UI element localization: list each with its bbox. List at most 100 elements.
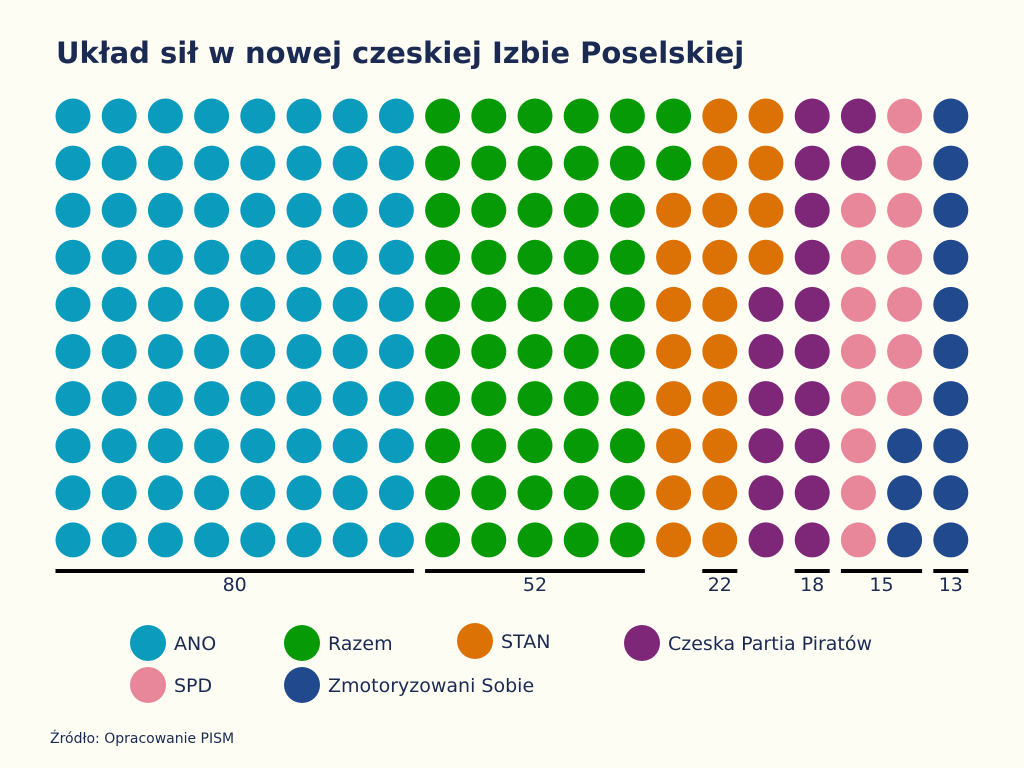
seat-dot-spd [840,475,876,511]
seat-dot-razem [425,145,461,181]
seat-dot-spd [887,145,923,181]
seat-dot-razem [471,334,507,369]
seat-dot-ano [101,192,137,228]
seat-dot-ano [286,475,322,511]
seat-dot-stan [702,475,738,511]
legend-label: Zmotoryzowani Sobie [328,675,535,697]
seat-dot-razem [609,428,645,464]
seat-dot-ano [286,522,322,558]
seat-dot-stan [702,334,738,369]
seat-dot-spd [840,428,876,464]
seat-dot-ano [194,286,230,322]
legend-swatch [284,625,320,661]
seat-dot-razem [425,475,461,511]
seat-dot-stan [656,286,692,322]
legend-label: Czeska Partia Piratów [668,633,873,655]
seat-dot-ano [378,428,414,464]
seat-dot-razem [471,145,507,181]
seat-dot-ano [332,522,368,558]
seat-dot-razem [609,475,645,511]
seat-dot-razem [517,475,553,511]
seat-dot-razem [609,145,645,181]
seat-dot-razem [609,98,645,134]
legend-label: ANO [174,633,217,655]
seat-dot-czeska-partia-piratów [794,192,830,228]
seat-dot-ano [194,381,230,417]
seat-count-label: 18 [800,574,824,596]
seat-dot-stan [656,334,692,369]
seat-dot-razem [471,381,507,417]
seat-dot-czeska-partia-piratów [794,239,830,275]
seat-count-label: 52 [523,574,547,596]
seat-dot-ano [147,522,183,558]
seat-dot-razem [563,475,599,511]
seat-dot-stan [656,428,692,464]
seat-dot-razem [425,239,461,275]
seat-dot-razem [471,475,507,511]
seat-dot-stan [656,522,692,558]
seat-dot-zmotoryzowani-sobie [933,381,969,417]
seat-dot-ano [55,286,91,322]
seat-dot-ano [194,98,230,134]
seat-dot-spd [887,286,923,322]
seat-dot-ano [332,239,368,275]
seat-dot-razem [609,334,645,369]
seat-dot-ano [378,334,414,369]
seat-dot-razem [517,522,553,558]
seat-dot-ano [332,98,368,134]
seat-dot-ano [101,239,137,275]
seat-dot-razem [425,192,461,228]
seat-dot-stan [702,239,738,275]
seat-dot-ano [286,428,322,464]
seat-dot-ano [378,98,414,134]
seat-dot-ano [332,145,368,181]
seat-dot-razem [609,239,645,275]
legend-swatch [284,667,320,703]
seat-dot-razem [471,98,507,134]
seat-dot-ano [240,286,276,322]
seat-dot-spd [840,192,876,228]
seat-dot-razem [517,98,553,134]
seat-dot-ano [147,428,183,464]
seat-dot-stan [702,145,738,181]
seat-dot-spd [840,522,876,558]
seat-count-label: 80 [223,574,247,596]
seat-dot-ano [332,381,368,417]
seat-dot-stan [656,192,692,228]
seat-dot-ano [240,381,276,417]
seat-dot-ano [101,522,137,558]
seat-dot-stan [656,239,692,275]
seat-dot-czeska-partia-piratów [794,98,830,134]
seat-dot-ano [55,475,91,511]
seat-count-label: 22 [708,574,732,596]
seat-dot-ano [101,428,137,464]
seat-dot-zmotoryzowani-sobie [933,428,969,464]
seat-dot-ano [147,334,183,369]
seat-dot-stan [748,98,784,134]
seat-dot-razem [563,334,599,369]
seat-dot-ano [147,145,183,181]
seat-dot-razem [425,522,461,558]
seat-dot-ano [332,286,368,322]
seat-dot-ano [194,428,230,464]
seat-dot-ano [55,428,91,464]
seat-dot-ano [55,192,91,228]
seat-dot-razem [517,145,553,181]
seat-dot-czeska-partia-piratów [794,145,830,181]
seat-dot-razem [425,428,461,464]
seat-dot-zmotoryzowani-sobie [887,475,923,511]
seat-dot-zmotoryzowani-sobie [933,475,969,511]
seat-dot-razem [517,381,553,417]
seat-dot-razem [471,522,507,558]
seat-dot-razem [563,522,599,558]
seat-dot-razem [656,145,692,181]
seat-dot-zmotoryzowani-sobie [933,192,969,228]
seat-dot-czeska-partia-piratów [840,98,876,134]
source-note: Źródło: Opracowanie PISM [50,731,235,747]
seat-dot-ano [286,334,322,369]
seat-dot-razem [563,428,599,464]
seat-dot-ano [332,192,368,228]
seat-dot-zmotoryzowani-sobie [933,334,969,369]
seat-dot-razem [471,239,507,275]
legend-label: STAN [501,631,551,653]
